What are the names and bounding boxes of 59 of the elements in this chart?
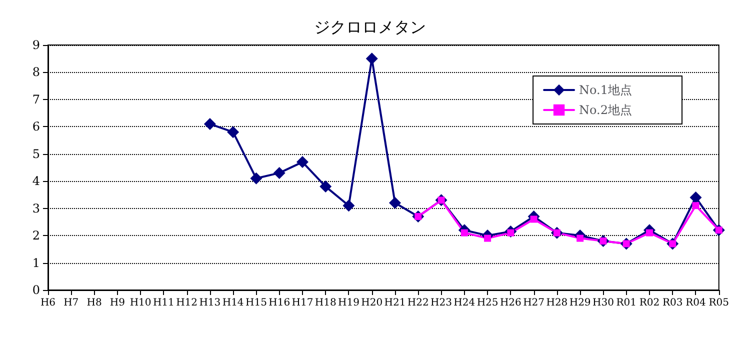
- point: [320, 180, 332, 193]
- legend-label: No.2地点: [579, 103, 632, 117]
- x-tick-label: R05: [708, 298, 730, 308]
- x-tick-label: H12: [176, 298, 198, 308]
- x-tick-label: H8: [86, 298, 102, 308]
- y-tick-label: 9: [32, 38, 40, 52]
- y-tick-label: 2: [32, 228, 40, 243]
- legend-label: No.1地点: [579, 83, 632, 97]
- x-tick-label: R02: [639, 298, 660, 308]
- point: [690, 191, 702, 204]
- y-tick-label: 5: [32, 146, 40, 161]
- x-tick-label: R04: [686, 298, 706, 308]
- point: [692, 202, 700, 210]
- point: [342, 200, 355, 212]
- x-tick-label: H28: [546, 298, 568, 308]
- x-tick-label: H17: [292, 298, 314, 308]
- x-tick-label: H20: [361, 298, 383, 308]
- y-tick-label: 0: [32, 283, 40, 297]
- x-tick-label: H15: [245, 298, 267, 308]
- x-tick-label: H23: [430, 298, 452, 308]
- x-tick-label: H26: [500, 298, 522, 308]
- point: [576, 234, 584, 242]
- point: [484, 234, 492, 242]
- x-tick-label: H13: [199, 298, 221, 308]
- point: [250, 172, 262, 184]
- x-tick-label: H30: [592, 298, 614, 308]
- x-tick-label: H27: [523, 298, 545, 308]
- point: [366, 52, 378, 65]
- y-tick-label: 6: [32, 120, 40, 134]
- point: [273, 166, 286, 179]
- point: [227, 126, 240, 138]
- x-tick-label: R01: [616, 298, 636, 308]
- point: [646, 229, 653, 236]
- point: [530, 216, 538, 223]
- x-tick-label: H25: [476, 298, 498, 308]
- x-tick-label: H18: [314, 298, 336, 308]
- x-tick-label: H22: [407, 298, 429, 308]
- point: [460, 229, 468, 236]
- y-tick-label: 4: [32, 174, 40, 188]
- point: [296, 156, 308, 168]
- x-tick-label: H7: [64, 298, 79, 308]
- x-tick-label: H9: [110, 298, 125, 308]
- x-tick-label: H29: [569, 298, 591, 308]
- y-tick-label: 3: [32, 201, 40, 216]
- x-tick-label: H6: [40, 298, 56, 308]
- y-tick-label: 7: [32, 92, 40, 106]
- x-tick-label: R03: [662, 298, 683, 308]
- x-tick-label: H16: [268, 298, 290, 308]
- x-tick-label: H19: [338, 298, 360, 308]
- x-tick-label: H11: [152, 298, 174, 308]
- x-tick-label: H21: [384, 298, 406, 308]
- x-tick-label: H10: [130, 298, 152, 308]
- x-tick-label: H24: [454, 298, 476, 308]
- point: [389, 196, 402, 209]
- y-tick-label: 1: [32, 256, 40, 270]
- point: [204, 118, 216, 130]
- x-tick-label: H14: [222, 298, 244, 308]
- chart-title: ジクロロメタン: [314, 18, 426, 36]
- y-tick-label: 8: [32, 65, 40, 80]
